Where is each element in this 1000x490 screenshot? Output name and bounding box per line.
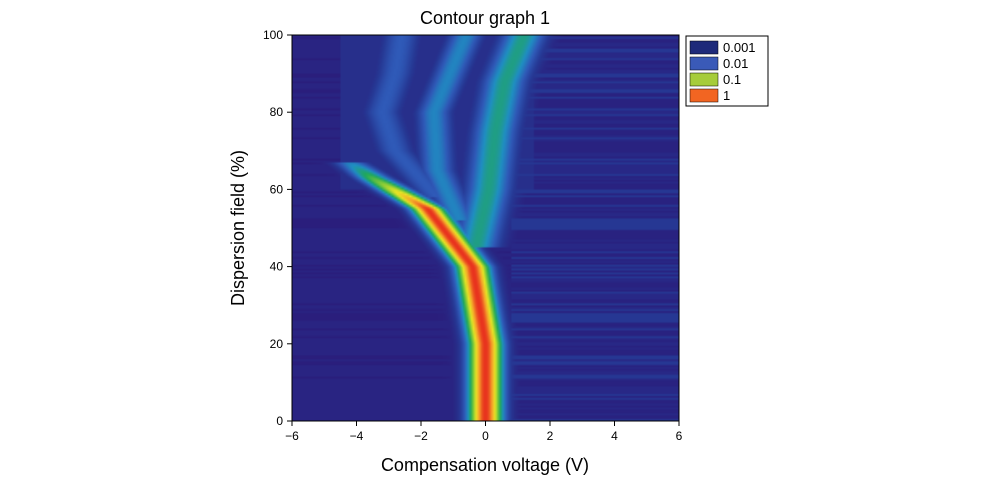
y-axis-label: Dispersion field (%) — [228, 150, 248, 306]
y-tick-label: 0 — [276, 414, 283, 428]
x-axis-label: Compensation voltage (V) — [381, 455, 589, 475]
y-tick-label: 100 — [263, 28, 283, 42]
legend-label: 0.01 — [723, 56, 748, 71]
legend-label: 1 — [723, 88, 730, 103]
x-tick-label: 2 — [547, 429, 554, 443]
x-axis: −6 −4 −2 0 2 4 6 — [285, 421, 683, 443]
chart-title: Contour graph 1 — [420, 8, 550, 28]
y-tick-label: 40 — [270, 260, 284, 274]
plot-area — [292, 35, 679, 421]
legend-swatch — [689, 88, 719, 103]
y-axis: 0 20 40 60 80 100 — [263, 28, 292, 428]
x-tick-label: −2 — [414, 429, 428, 443]
heatmap-image — [292, 35, 679, 421]
x-tick-label: 0 — [482, 429, 489, 443]
legend-label: 0.001 — [723, 40, 756, 55]
x-tick-label: 4 — [611, 429, 618, 443]
legend-swatch — [689, 56, 719, 71]
legend-swatch — [689, 72, 719, 87]
y-tick-label: 80 — [270, 105, 284, 119]
legend-swatch — [689, 40, 719, 55]
y-tick-label: 60 — [270, 182, 284, 196]
y-tick-label: 20 — [270, 337, 284, 351]
legend-label: 0.1 — [723, 72, 741, 87]
x-tick-label: 6 — [676, 429, 683, 443]
x-tick-label: −6 — [285, 429, 299, 443]
x-tick-label: −4 — [350, 429, 364, 443]
